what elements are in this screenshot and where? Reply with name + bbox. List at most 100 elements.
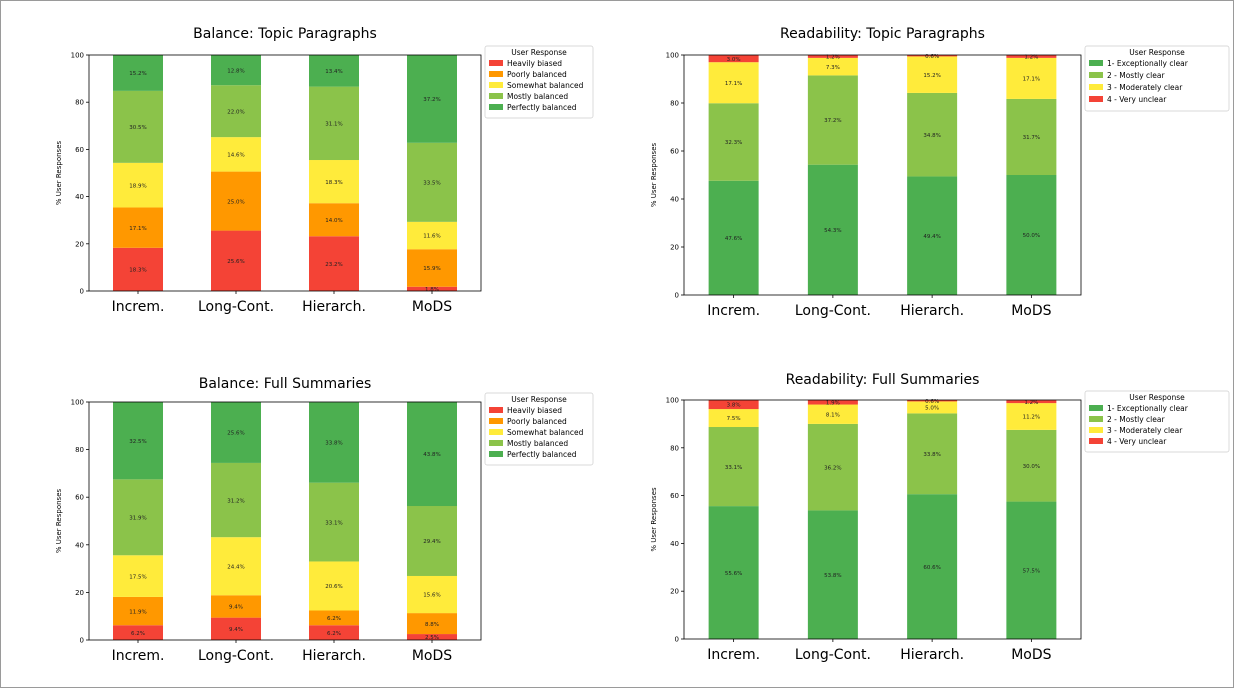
bar-segment-poorly-balanced <box>407 249 457 287</box>
bar-segment-mostly-balanced <box>309 86 359 161</box>
bar-segment-perfectly-balanced <box>211 402 261 463</box>
data-label: 37.2% <box>423 97 440 103</box>
x-tick-label: Increm. <box>707 647 760 663</box>
bar-segment-2-mostly-clear <box>807 423 858 511</box>
bar-segment-2-mostly-clear <box>907 413 958 495</box>
legend-swatch-1-exceptionally-clear <box>1089 405 1103 411</box>
data-label: 54.3% <box>824 228 841 234</box>
bar-segment-somewhat-balanced <box>309 160 359 204</box>
bar-segment-heavily-biased <box>113 625 163 640</box>
x-tick-label: Hierarch. <box>900 647 964 663</box>
bar-segment-3-moderately-clear <box>708 62 759 104</box>
bar-segment-poorly-balanced <box>113 596 163 626</box>
x-tick-label: Hierarch. <box>900 303 964 319</box>
legend-swatch-heavily-biased <box>489 60 503 66</box>
y-axis-label: % User Responses <box>650 487 658 552</box>
data-label: 17.5% <box>129 574 146 580</box>
data-label: 15.2% <box>923 73 940 79</box>
bar-segment-4-very-unclear <box>1006 55 1057 58</box>
bar-segment-perfectly-balanced <box>309 55 359 87</box>
y-tick-label: 40 <box>75 541 84 549</box>
chart-balance-full-summaries: Balance: Full Summaries % User Responses 0… <box>55 376 594 664</box>
y-tick-label: 60 <box>670 148 679 156</box>
bar-segment-mostly-balanced <box>309 482 359 562</box>
y-tick-label: 0 <box>675 292 679 300</box>
bar-segment-poorly-balanced <box>407 613 457 635</box>
bar-segment-1-exceptionally-clear <box>708 180 759 295</box>
bar-segment-2-mostly-clear <box>1006 98 1057 175</box>
bar-segment-poorly-balanced <box>113 207 163 248</box>
data-label: 15.2% <box>129 71 146 77</box>
bar-segment-4-very-unclear <box>708 400 759 410</box>
data-label: 25.0% <box>227 199 244 205</box>
bar-segment-heavily-biased <box>407 286 457 291</box>
x-tick-label: Long-Cont. <box>198 299 274 315</box>
y-axis-label: % User Responses <box>55 488 63 553</box>
data-label: 11.2% <box>1023 415 1040 421</box>
legend-item-label: 1- Exceptionally clear <box>1107 404 1189 413</box>
legend-box <box>484 392 594 466</box>
y-tick-label: 20 <box>670 244 679 252</box>
data-label: 31.1% <box>325 122 342 128</box>
bar-segment-poorly-balanced <box>211 595 261 618</box>
x-tick-label: Increm. <box>112 648 165 664</box>
bar-segment-perfectly-balanced <box>113 402 163 480</box>
legend-swatch-somewhat-balanced <box>489 82 503 88</box>
bar-segment-somewhat-balanced <box>211 537 261 596</box>
data-label: 13.4% <box>325 69 342 75</box>
legend-swatch-perfectly-balanced <box>489 104 503 110</box>
bar-segment-somewhat-balanced <box>407 221 457 250</box>
data-label: 31.9% <box>129 516 146 522</box>
data-label: 33.1% <box>725 465 742 471</box>
data-label: 30.0% <box>1023 464 1040 470</box>
data-label: 1.2% <box>1024 400 1038 406</box>
bar-segment-3-moderately-clear <box>1006 57 1057 99</box>
y-axis-label: % User Responses <box>650 142 658 207</box>
y-tick-label: 80 <box>75 99 84 107</box>
x-tick-label: Long-Cont. <box>198 648 274 664</box>
data-label: 15.6% <box>423 593 440 599</box>
data-label: 49.4% <box>923 234 940 240</box>
data-label: 7.5% <box>727 416 741 422</box>
bar-segment-4-very-unclear <box>807 400 858 405</box>
bar-segment-2-mostly-clear <box>807 75 858 165</box>
data-label: 17.1% <box>129 226 146 232</box>
data-label: 6.2% <box>327 616 341 622</box>
legend-swatch-2-mostly-clear <box>1089 72 1103 78</box>
data-label: 25.6% <box>227 431 244 437</box>
bar-segment-mostly-balanced <box>211 85 261 138</box>
bar-segment-heavily-biased <box>309 625 359 640</box>
bar-segment-mostly-balanced <box>407 142 457 222</box>
legend-swatch-2-mostly-clear <box>1089 416 1103 422</box>
data-label: 17.1% <box>1023 77 1040 83</box>
chart-readability-topic-paragraphs: Readability: Topic Paragraphs % User Resp… <box>650 26 1230 319</box>
bar-segment-somewhat-balanced <box>309 561 359 611</box>
legend-swatch-mostly-balanced <box>489 93 503 99</box>
legend-swatch-3-moderately-clear <box>1089 427 1103 433</box>
bar-segment-1-exceptionally-clear <box>907 176 958 295</box>
bar-segment-3-moderately-clear <box>907 56 958 93</box>
data-label: 17.1% <box>725 81 742 87</box>
x-tick-label: Long-Cont. <box>795 303 871 319</box>
bar-segment-somewhat-balanced <box>211 137 261 172</box>
data-label: 33.1% <box>325 520 342 526</box>
data-label: 22.0% <box>227 109 244 115</box>
bar-segment-4-very-unclear <box>807 55 858 58</box>
data-label: 11.6% <box>423 234 440 240</box>
legend-title: User Response <box>1129 48 1185 57</box>
y-tick-label: 60 <box>75 146 84 154</box>
legend-item-label: Mostly balanced <box>507 439 568 448</box>
legend-item-label: 3 - Moderately clear <box>1107 426 1183 435</box>
data-label: 43.8% <box>423 452 440 458</box>
data-label: 6.2% <box>131 631 145 637</box>
y-tick-label: 60 <box>670 492 679 500</box>
data-label: 34.8% <box>923 133 940 139</box>
bar-segment-3-moderately-clear <box>1006 403 1057 430</box>
data-label: 1.8% <box>425 287 439 293</box>
bar-segment-somewhat-balanced <box>407 575 457 614</box>
legend-item-label: Perfectly balanced <box>507 103 577 112</box>
bar-segment-perfectly-balanced <box>113 55 163 91</box>
legend-item-label: Somewhat balanced <box>507 428 584 437</box>
bar-segment-perfectly-balanced <box>309 402 359 483</box>
data-label: 25.6% <box>227 259 244 265</box>
